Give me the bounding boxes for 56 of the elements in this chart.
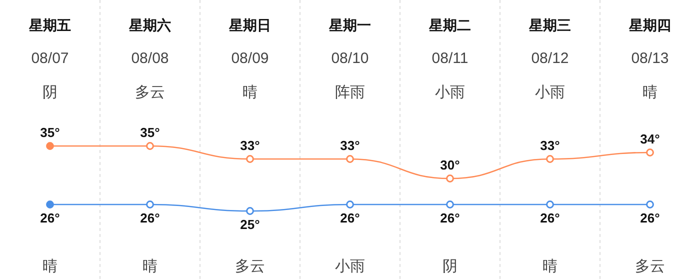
text: 多云 [635,258,665,275]
data-label: 33° [340,138,360,153]
text: 08/08 [131,50,169,67]
point [546,155,554,163]
text: 08/13 [631,50,669,67]
text: 08/10 [331,50,369,67]
data-label: 30° [440,158,460,172]
text: 08/09 [231,50,269,67]
point [246,207,254,215]
data-label: 26° [440,210,460,226]
x-tick-label: 星期四 [628,17,671,33]
x-tick-label: 星期五 [28,17,71,33]
text: 阴 [42,84,58,101]
data-label: 26° [140,210,160,226]
x-tick-label: 星期三 [528,17,571,33]
data-label: 35° [140,125,160,140]
text: 晴 [542,258,558,275]
x-tick-label: 星期六 [128,17,171,33]
text: 08/12 [531,50,569,67]
x-tick-label: 星期二 [428,17,471,33]
data-label: 25° [240,217,260,232]
point [646,148,654,156]
text: 小雨 [535,84,565,101]
point [546,200,554,208]
point [346,200,354,208]
text: 阴 [442,258,458,275]
x-tick-label: 星期一 [328,17,371,33]
text: 多云 [235,258,265,275]
text: 08/07 [31,50,69,67]
data-label: 35° [40,125,60,140]
point [246,155,254,163]
text: 08/11 [432,50,468,67]
data-label: 26° [340,210,360,226]
data-label: 33° [540,138,560,153]
point [446,174,454,182]
text: 晴 [642,84,658,101]
point [446,200,454,208]
text: 小雨 [335,258,365,275]
text: 阵雨 [335,84,365,101]
x-tick-label: 星期日 [228,17,271,33]
point [46,142,54,150]
data-label: 26° [640,210,660,226]
point [346,155,354,163]
data-label: 33° [240,138,260,153]
point [146,200,154,208]
point [146,142,154,150]
point [46,200,54,208]
data-label: 26° [540,210,560,226]
data-label: 26° [40,210,60,226]
text: 晴 [242,84,258,101]
text: 晴 [142,258,158,275]
point [646,200,654,208]
text: 多云 [135,84,165,101]
data-label: 34° [640,132,660,146]
text: 晴 [42,258,58,275]
text: 小雨 [435,84,465,101]
